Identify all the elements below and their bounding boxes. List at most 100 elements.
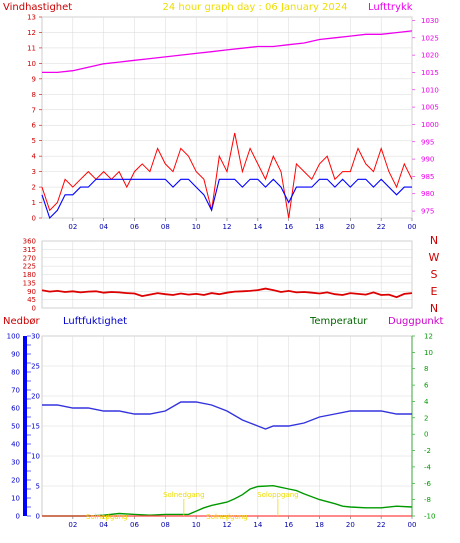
wind-x-tick-label: 06 <box>130 223 139 231</box>
sun-event-annotation: Soloppgang <box>257 491 298 499</box>
pressure-y-tick-label: 1015 <box>421 69 439 77</box>
humidity-y-tick-label: 15 <box>31 423 40 431</box>
temperature-label: Temperatur <box>309 316 368 327</box>
precip-scale-bar <box>23 336 27 516</box>
wind-gust-line <box>41 132 413 219</box>
temp-y-tick-label: -6 <box>424 480 432 488</box>
compass-direction-label: S <box>431 268 438 281</box>
wind-y-tick-label: 13 <box>27 14 36 22</box>
wind-x-tick-label: 22 <box>377 223 386 231</box>
pressure-y-tick-label: 1010 <box>421 86 439 94</box>
direction-y-tick-label: 45 <box>27 296 36 304</box>
humidity-line <box>42 401 412 430</box>
wind-x-tick-label: 00 <box>408 223 417 231</box>
humidity-x-tick-label: 14 <box>253 521 262 529</box>
pressure-line <box>42 30 413 74</box>
compass-direction-label: N <box>430 302 438 315</box>
wind-y-tick-label: 6 <box>32 122 37 130</box>
wind-y-tick-label: 2 <box>32 184 36 192</box>
pressure-y-tick-label: 985 <box>421 173 434 181</box>
wind-y-tick-label: 3 <box>32 168 36 176</box>
wind-average-line <box>41 178 412 220</box>
precip-y-tick-label: 40 <box>11 441 20 449</box>
pressure-y-tick-label: 975 <box>421 208 434 216</box>
precip-y-tick-label: 60 <box>11 405 20 413</box>
humidity-label: Luftfuktighet <box>63 316 127 327</box>
direction-y-tick-label: 360 <box>23 238 36 246</box>
humidity-y-tick-label: 10 <box>31 453 40 461</box>
humidity-y-tick-label: 25 <box>31 363 40 371</box>
wind-x-tick-label: 08 <box>161 223 170 231</box>
wind-speed-label: Vindhastighet <box>3 2 72 13</box>
precip-y-tick-label: 100 <box>7 333 20 341</box>
graph-title: 24 hour graph day : 06 January 2024 <box>163 2 348 13</box>
pressure-y-tick-label: 995 <box>421 138 434 146</box>
wind-x-tick-label: 18 <box>315 223 324 231</box>
humidity-x-tick-label: 16 <box>284 521 293 529</box>
temp-y-tick-label: -8 <box>424 496 431 504</box>
humidity-x-tick-label: 00 <box>408 521 417 529</box>
direction-y-tick-label: 180 <box>23 271 36 279</box>
compass-direction-label: E <box>431 285 438 298</box>
temp-y-tick-label: -4 <box>424 463 432 471</box>
direction-y-tick-label: 270 <box>23 254 36 262</box>
temperature-line <box>42 484 413 517</box>
humidity-y-tick-label: 5 <box>36 483 40 491</box>
pressure-y-tick-label: 1000 <box>421 121 439 129</box>
humidity-x-tick-label: 22 <box>377 521 386 529</box>
pressure-y-tick-label: 1020 <box>421 52 439 60</box>
wind-x-tick-label: 16 <box>284 223 293 231</box>
precip-y-tick-label: 90 <box>11 351 20 359</box>
precip-label: Nedbør <box>3 316 40 327</box>
wind-y-tick-label: 10 <box>27 60 36 68</box>
precip-y-tick-label: 20 <box>11 477 20 485</box>
wind-y-tick-label: 12 <box>27 29 36 37</box>
pressure-y-tick-label: 1025 <box>421 34 439 42</box>
dewpoint-label: Duggpunkt <box>388 316 444 327</box>
humidity-x-tick-label: 10 <box>192 521 201 529</box>
wind-x-tick-label: 14 <box>253 223 262 231</box>
pressure-label: Lufttrykk <box>368 2 413 13</box>
wind-y-tick-label: 4 <box>32 153 37 161</box>
wind-x-tick-label: 02 <box>68 223 77 231</box>
humidity-x-tick-label: 12 <box>223 521 232 529</box>
sun-event-annotation: Solnedgang <box>163 491 204 499</box>
precip-y-tick-label: 80 <box>11 369 20 377</box>
temp-y-tick-label: 4 <box>424 398 429 406</box>
wind-x-tick-label: 10 <box>192 223 201 231</box>
direction-y-tick-label: 315 <box>23 246 36 254</box>
compass-direction-label: N <box>430 234 438 247</box>
temp-y-tick-label: 10 <box>424 349 433 357</box>
pressure-y-tick-label: 990 <box>421 156 434 164</box>
pressure-y-tick-label: 1030 <box>421 17 439 25</box>
humidity-y-tick-label: 20 <box>31 393 40 401</box>
humidity-x-tick-label: 20 <box>346 521 355 529</box>
wind-y-tick-label: 8 <box>32 91 36 99</box>
humidity-x-tick-label: 04 <box>99 521 108 529</box>
wind-x-tick-label: 20 <box>346 223 355 231</box>
compass-direction-label: W <box>429 251 440 264</box>
temp-y-tick-label: 0 <box>424 431 428 439</box>
humidity-x-tick-label: 02 <box>68 521 77 529</box>
humidity-x-tick-label: 06 <box>130 521 139 529</box>
precip-y-tick-label: 0 <box>16 513 20 521</box>
humidity-y-tick-label: 30 <box>31 333 40 341</box>
wind-y-tick-label: 7 <box>32 106 36 114</box>
wind-x-tick-label: 04 <box>99 223 108 231</box>
wind-y-tick-label: 1 <box>32 199 36 207</box>
pressure-y-tick-label: 1005 <box>421 104 439 112</box>
precip-y-tick-label: 30 <box>11 459 20 467</box>
temp-y-tick-label: 8 <box>424 365 428 373</box>
humidity-x-tick-label: 18 <box>315 521 324 529</box>
temp-y-tick-label: 12 <box>424 333 433 341</box>
humidity-x-tick-label: 08 <box>161 521 170 529</box>
temp-y-tick-label: 2 <box>424 414 428 422</box>
direction-y-tick-label: 225 <box>23 263 36 271</box>
wind-direction-line <box>41 287 413 299</box>
direction-y-tick-label: 135 <box>23 279 36 287</box>
direction-y-tick-label: 0 <box>32 305 36 313</box>
precip-y-tick-label: 50 <box>11 423 20 431</box>
temp-y-tick-label: 6 <box>424 382 429 390</box>
